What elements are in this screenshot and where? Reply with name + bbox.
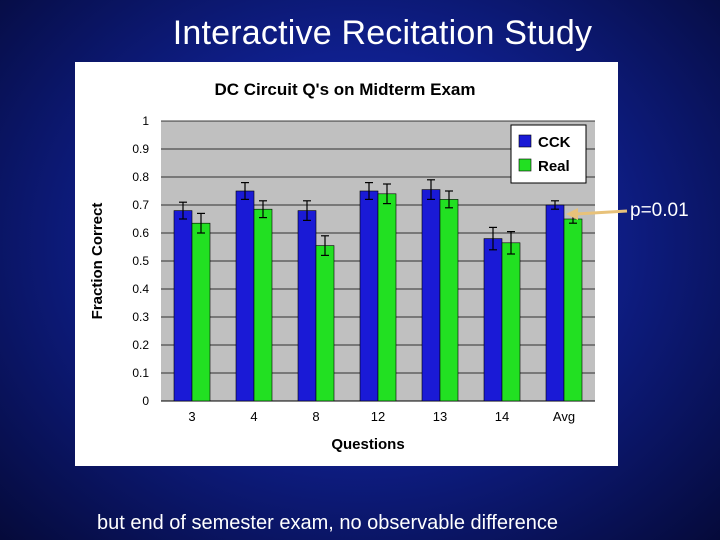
bar-real-8	[315, 245, 335, 402]
y-tick-label: 0.7	[132, 198, 149, 212]
bar-cck-14	[483, 238, 503, 402]
bar-real-avg	[563, 218, 583, 402]
legend-box	[510, 124, 587, 184]
x-tick-label: 12	[371, 409, 385, 424]
y-tick-label: 0.1	[132, 366, 149, 380]
footer-caption: but end of semester exam, no observable …	[97, 512, 559, 534]
x-tick-label: 13	[433, 409, 447, 424]
p-value-annotation: p=0.01	[630, 200, 689, 221]
bar-cck-8	[297, 210, 317, 402]
chart-title: DC Circuit Q's on Midterm Exam	[215, 80, 476, 99]
x-tick-label: 3	[188, 409, 195, 424]
legend-label-real: Real	[538, 158, 570, 175]
y-tick-label: 0.2	[132, 338, 149, 352]
bar-cck-3	[173, 210, 193, 402]
bar-cck-avg	[545, 204, 565, 402]
slide-title: Interactive Recitation Study	[172, 14, 593, 52]
x-tick-label: 14	[495, 409, 509, 424]
bar-real-13	[439, 199, 459, 402]
bar-real-12	[377, 193, 397, 402]
bar-real-4	[253, 208, 273, 402]
chart-panel: DC Circuit Q's on Midterm Exam 0 0.1 0.2 0.…	[75, 62, 618, 466]
y-axis-ticks: 0 0.1 0.2 0.3 0.4 0.5 0.6 0.7 0.8 0.9 1	[132, 114, 149, 408]
y-tick-label: 1	[142, 114, 149, 128]
y-tick-label: 0.3	[132, 310, 149, 324]
bars	[173, 179, 583, 402]
legend-label-cck: CCK	[538, 134, 571, 151]
x-axis-label: Questions	[331, 436, 404, 453]
legend: CCK Real	[510, 124, 587, 184]
bar-real-14	[501, 242, 521, 402]
x-tick-label: 4	[250, 409, 257, 424]
bar-real-3	[191, 222, 211, 402]
y-tick-label: 0.9	[132, 142, 149, 156]
legend-swatch-real	[518, 158, 532, 172]
y-tick-label: 0.8	[132, 170, 149, 184]
y-axis-label: Fraction Correct	[89, 203, 106, 320]
y-tick-label: 0.5	[132, 254, 149, 268]
x-tick-label: Avg	[553, 409, 575, 424]
legend-swatch-cck	[518, 134, 532, 148]
x-axis-ticks: 3 4 8 12 13 14 Avg	[188, 409, 575, 424]
y-tick-label: 0	[142, 394, 149, 408]
bar-chart: DC Circuit Q's on Midterm Exam 0 0.1 0.2 0.…	[89, 80, 595, 453]
bar-cck-12	[359, 190, 379, 402]
bar-cck-13	[421, 189, 441, 402]
bar-cck-4	[235, 190, 255, 402]
x-tick-label: 8	[312, 409, 319, 424]
y-tick-label: 0.6	[132, 226, 149, 240]
y-tick-label: 0.4	[132, 282, 149, 296]
